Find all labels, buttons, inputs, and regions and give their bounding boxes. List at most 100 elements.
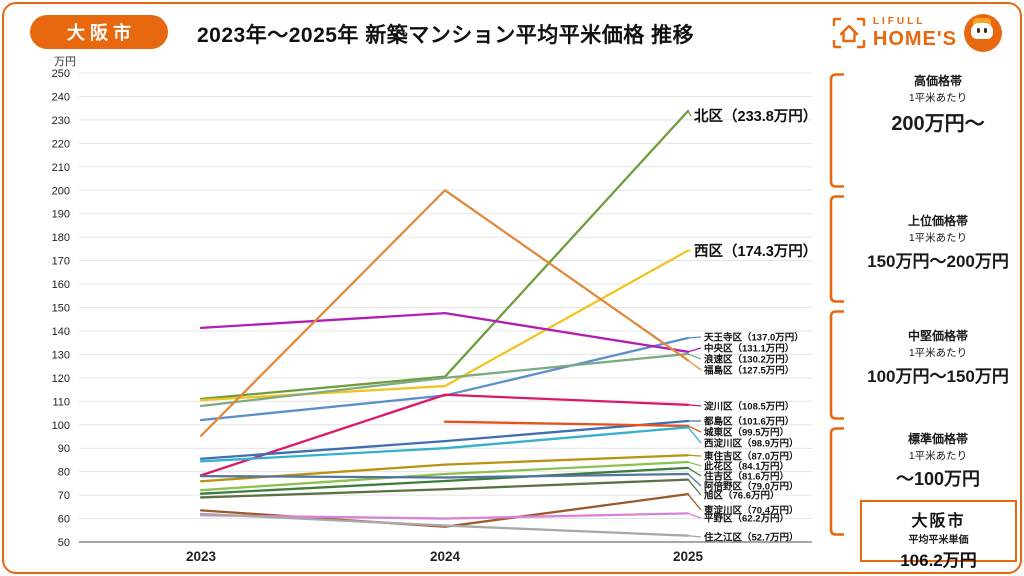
series-label: 中央区（131.1万円）	[704, 343, 794, 355]
series-line	[199, 393, 690, 477]
label-leader-line	[687, 336, 702, 339]
label-leader-line	[687, 110, 692, 117]
y-tick-label: 250	[52, 68, 70, 80]
band-range: 〜100万円	[895, 469, 981, 489]
label-leader-line	[687, 461, 702, 467]
series-line	[199, 512, 690, 537]
label-leader-line	[687, 404, 702, 407]
label-leader-line	[687, 353, 702, 360]
logo-lifull-text: LIFULL	[872, 16, 926, 27]
series-line	[199, 419, 690, 460]
y-tick-label: 110	[52, 396, 70, 408]
series-line	[199, 426, 690, 463]
series-line	[199, 472, 690, 479]
y-axis-unit: 万円	[54, 56, 76, 68]
y-tick-label: 240	[52, 91, 70, 103]
label-leader-line	[687, 535, 702, 538]
y-tick-label: 130	[52, 349, 70, 361]
x-tick-label: 2023	[186, 549, 217, 564]
label-leader-line	[687, 493, 702, 511]
series-label: 城東区（99.5万円）	[704, 427, 789, 439]
average-price-box: 大阪市 平均平米単価 106.2万円	[860, 500, 1017, 570]
series-label: 平野区（62.2万円）	[704, 513, 789, 525]
series-line	[443, 420, 690, 428]
y-tick-label: 220	[52, 138, 70, 150]
label-leader-line	[687, 426, 702, 444]
average-price-value: 106.2万円	[900, 551, 977, 570]
y-tick-label: 230	[52, 115, 70, 127]
series-label: 此花区（84.1万円）	[704, 461, 789, 473]
price-band-standard: 標準価格帯 1平米あたり 〜100万円	[852, 430, 1020, 491]
y-tick-label: 120	[52, 373, 70, 385]
y-tick-label: 180	[52, 232, 70, 244]
series-line	[199, 109, 690, 401]
y-tick-label: 150	[52, 303, 70, 315]
band-subtitle: 1平米あたり	[908, 232, 968, 244]
y-tick-label: 160	[52, 279, 70, 291]
city-badge: 大阪市	[30, 15, 168, 49]
series-line	[199, 460, 690, 492]
y-tick-label: 80	[58, 467, 70, 479]
series-label: 阿倍野区（79.0万円）	[704, 481, 799, 493]
price-band-middle: 中堅価格帯 1平米あたり 100万円〜150万円	[852, 327, 1020, 387]
band-title: 上位価格帯	[907, 214, 968, 228]
series-line	[199, 311, 690, 353]
label-leader-line	[687, 454, 702, 457]
y-tick-label: 170	[52, 256, 70, 268]
series-label: 旭区（76.6万円）	[703, 490, 780, 502]
y-tick-label: 210	[52, 162, 70, 174]
average-price-city: 大阪市	[911, 513, 966, 530]
band-title: 標準価格帯	[907, 432, 968, 446]
mascot-icon	[964, 14, 1002, 52]
band-range: 200万円〜	[891, 113, 985, 135]
series-label: 住吉区（81.6万円）	[704, 471, 789, 483]
y-tick-label: 100	[52, 420, 70, 432]
band-range: 100万円〜150万円	[867, 367, 1009, 386]
series-label: 天王寺区（137.0万円）	[704, 332, 804, 344]
y-tick-label: 90	[58, 443, 70, 455]
y-tick-label: 190	[52, 209, 70, 221]
x-tick-label: 2025	[673, 549, 704, 564]
house-icon	[832, 17, 866, 49]
series-line	[199, 512, 690, 520]
series-line	[199, 493, 690, 528]
average-price-label: 平均平米単価	[908, 535, 969, 546]
price-band-high: 高価格帯 1平米あたり 200万円〜	[852, 72, 1020, 136]
series-label: 住之江区（52.7万円）	[704, 532, 799, 544]
label-leader-line	[687, 359, 702, 371]
lifull-homes-logo: LIFULL HOME'S	[832, 14, 1002, 52]
label-leader-line	[687, 425, 702, 433]
series-line	[199, 478, 690, 499]
series-label: 東住吉区（87.0万円）	[703, 451, 799, 463]
price-band-bracket	[829, 427, 844, 536]
price-band-bracket	[829, 310, 844, 420]
band-subtitle: 1平米あたり	[908, 347, 968, 359]
band-subtitle: 1平米あたり	[908, 92, 968, 104]
band-range: 150万円〜200万円	[867, 252, 1009, 271]
band-subtitle: 1平米あたり	[908, 450, 968, 462]
x-tick-label: 2024	[430, 549, 461, 564]
label-leader-line	[687, 479, 702, 496]
price-band-upper: 上位価格帯 1平米あたり 150万円〜200万円	[852, 212, 1020, 272]
series-label: 西区（174.3万円）	[694, 242, 817, 260]
y-tick-label: 140	[52, 326, 70, 338]
y-tick-label: 70	[58, 490, 70, 502]
band-title: 中堅価格帯	[907, 329, 968, 343]
series-line	[199, 466, 690, 495]
label-leader-line	[687, 347, 702, 353]
y-tick-label: 50	[58, 537, 70, 549]
series-label: 福島区（127.5万円）	[703, 365, 794, 377]
series-line	[199, 249, 690, 402]
page-title: 2023年〜2025年 新築マンション平均平米価格 推移	[197, 24, 695, 47]
series-label: 北区（233.8万円）	[694, 107, 817, 125]
series-label: 都島区（101.6万円）	[703, 416, 794, 428]
series-label: 東淀川区（70.4万円）	[703, 505, 799, 517]
series-line	[199, 189, 690, 437]
label-leader-line	[687, 512, 702, 519]
price-band-bracket	[829, 195, 844, 303]
label-leader-line	[687, 473, 702, 487]
price-band-bracket	[829, 73, 844, 188]
band-title: 高価格帯	[913, 74, 962, 88]
series-label: 淀川区（108.5万円）	[704, 401, 794, 413]
